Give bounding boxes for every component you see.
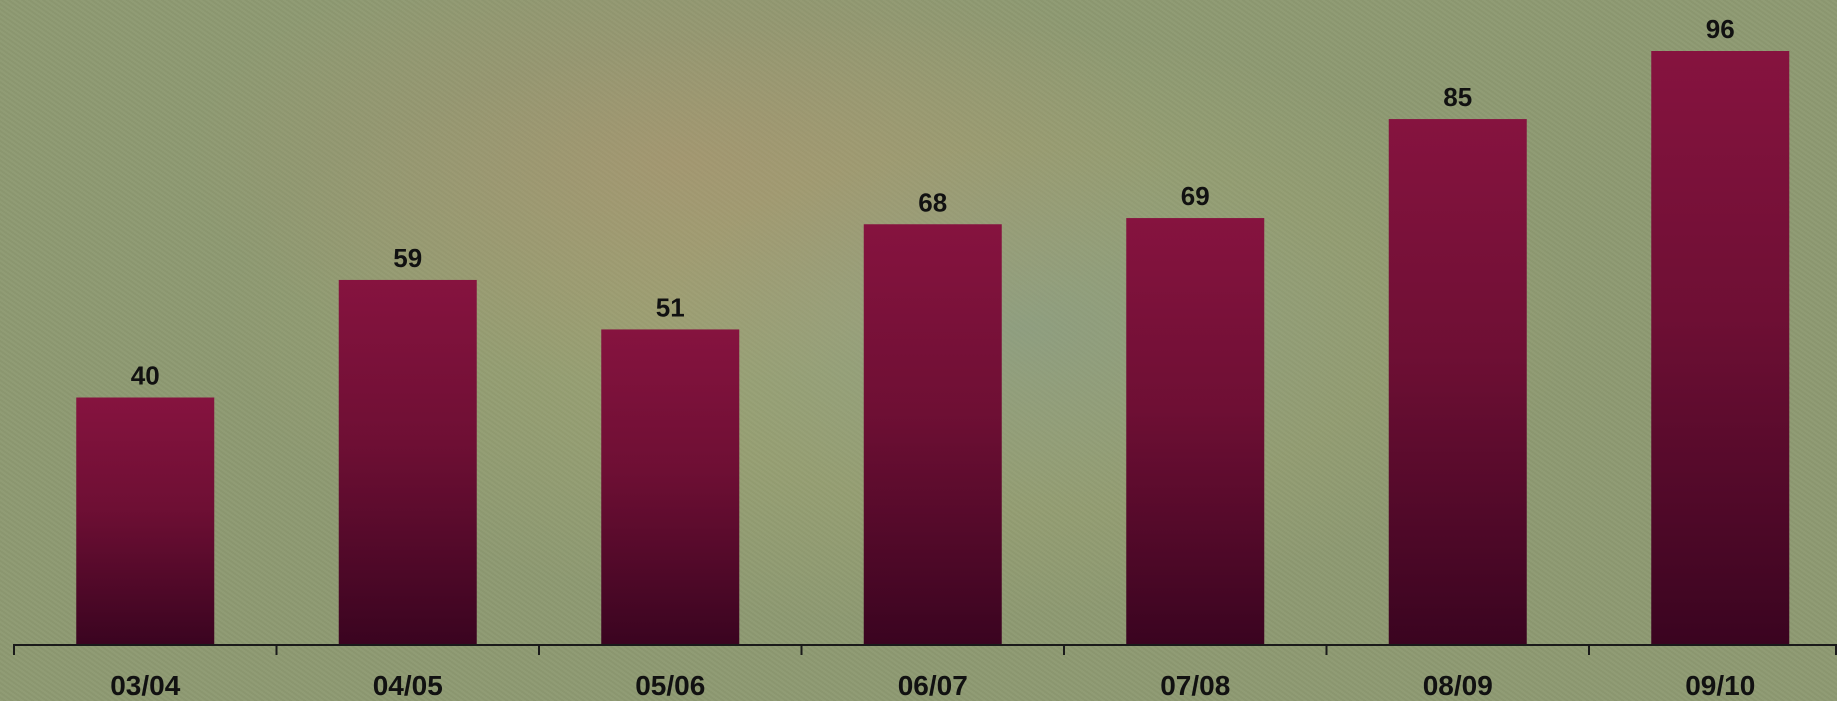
x-tick-label: 09/10 — [1685, 670, 1755, 701]
bar-05-06 — [601, 329, 740, 645]
x-tick-label: 07/08 — [1160, 670, 1230, 701]
x-tick-label: 06/07 — [898, 670, 968, 701]
bar-value-label: 51 — [656, 292, 685, 322]
x-axis-tick-labels: 03/04 04/05 05/06 06/07 07/08 08/09 09/10 — [110, 670, 1755, 701]
bars-group — [76, 51, 1790, 645]
x-tick-label: 04/05 — [373, 670, 443, 701]
x-tick-label: 08/09 — [1423, 670, 1493, 701]
bar-03-04 — [76, 397, 215, 645]
bar-08-09 — [1388, 119, 1527, 645]
bar-04-05 — [338, 279, 477, 645]
x-tick-label: 05/06 — [635, 670, 705, 701]
bar-value-label: 85 — [1443, 82, 1472, 112]
bar-09-10 — [1651, 51, 1790, 645]
bar-value-label: 68 — [918, 187, 947, 217]
x-tick-label: 03/04 — [110, 670, 180, 701]
x-axis-ticks — [13, 644, 1837, 655]
bar-value-label: 96 — [1706, 14, 1735, 44]
value-labels-group: 40 59 51 68 69 85 96 — [131, 14, 1735, 391]
bar-07-08 — [1126, 218, 1265, 645]
bar-value-label: 69 — [1181, 181, 1210, 211]
bar-value-label: 40 — [131, 361, 160, 391]
bar-06-07 — [863, 224, 1002, 645]
bar-value-label: 59 — [393, 243, 422, 273]
